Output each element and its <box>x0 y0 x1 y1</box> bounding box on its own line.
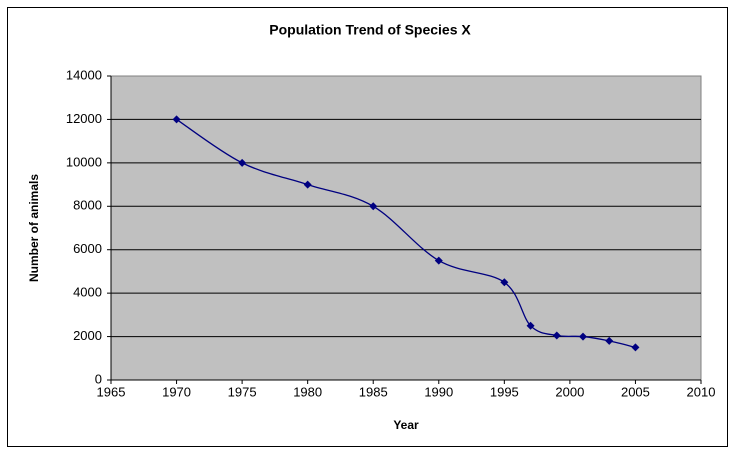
data-point <box>172 115 181 124</box>
x-axis-label: Year <box>393 418 419 432</box>
data-point <box>631 343 640 352</box>
y-tick-label: 12000 <box>66 111 102 126</box>
x-tick-label: 1970 <box>162 384 191 399</box>
plot-area <box>110 75 702 381</box>
x-tick-label: 1975 <box>228 384 257 399</box>
y-tick-label: 6000 <box>73 241 102 256</box>
x-tick-label: 1985 <box>359 384 388 399</box>
y-tick-label: 0 <box>95 371 102 386</box>
y-tick-label: 14000 <box>66 67 102 82</box>
data-point <box>605 336 614 345</box>
x-tick-label: 2010 <box>687 384 716 399</box>
x-tick-label: 1995 <box>490 384 519 399</box>
y-tick-label: 2000 <box>73 328 102 343</box>
data-point <box>238 158 247 167</box>
x-tick-label: 1965 <box>97 384 126 399</box>
chart-title: Population Trend of Species X <box>269 22 471 38</box>
y-tick-label: 10000 <box>66 154 102 169</box>
x-tick-label: 2000 <box>555 384 584 399</box>
series-line <box>176 118 636 349</box>
data-point <box>500 278 509 287</box>
data-point <box>369 202 378 211</box>
y-tick-label: 4000 <box>73 285 102 300</box>
data-point <box>552 331 561 340</box>
x-tick-label: 2005 <box>621 384 650 399</box>
data-point <box>526 321 535 330</box>
y-tick-label: 8000 <box>73 198 102 213</box>
x-tick-label: 1980 <box>293 384 322 399</box>
x-tick-label: 1990 <box>424 384 453 399</box>
y-axis-label: Number of animals <box>27 174 41 282</box>
data-point <box>579 332 587 341</box>
data-point <box>303 180 312 189</box>
data-point <box>434 256 443 265</box>
